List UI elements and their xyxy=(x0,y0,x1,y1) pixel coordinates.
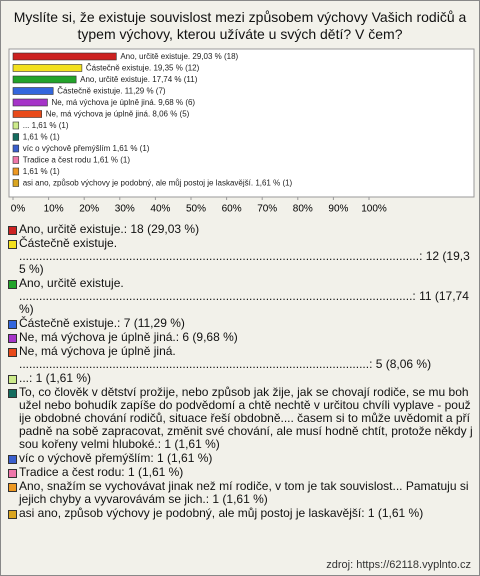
bar xyxy=(12,98,48,107)
bar-category: Tradice a čest rodu xyxy=(23,156,91,165)
bar-category: Částečně existuje. xyxy=(86,64,151,73)
x-tick-label: 30% xyxy=(115,204,135,215)
legend-item: To, co člověk v dětství prožije, nebo zp… xyxy=(7,386,473,451)
x-tick-label: 90% xyxy=(328,204,348,215)
value-label: 1,61 % (1) xyxy=(23,167,60,176)
bar-category: asi ano, způsob výchovy je podobný, ale … xyxy=(23,179,253,188)
legend-item: Ne, má výchova je úplně jiná. ..........… xyxy=(7,345,473,371)
bar-label: Ano, určitě existuje. 29,03 % (18) xyxy=(120,52,238,61)
value-label: 1,61 % (1) xyxy=(93,156,130,165)
bar-label: ... 1,61 % (1) xyxy=(23,121,69,130)
legend-item: víc o výchově přemýšlím: 1 (1,61 %) xyxy=(7,452,473,465)
x-tick-label: 40% xyxy=(150,204,170,215)
value-label: 19,35 % (12) xyxy=(153,64,199,73)
value-label: 11,29 % (7) xyxy=(125,87,166,96)
bar-label: víc o výchově přemýšlím 1,61 % (1) xyxy=(23,144,150,153)
legend-text: Ano, určitě existuje. ..................… xyxy=(19,276,469,316)
bar xyxy=(12,144,20,153)
x-tick-label: 80% xyxy=(293,204,313,215)
x-tick-label: 70% xyxy=(257,204,277,215)
bar-label: Ne, má výchova je úplně jiná. 8,06 % (5) xyxy=(46,110,190,119)
legend-item: Ano, snažím se vychovávat jinak než mí r… xyxy=(7,480,473,506)
bar xyxy=(12,179,20,187)
bar xyxy=(12,167,20,176)
legend-item: Částečně existuje.: 7 (11,29 %) xyxy=(7,317,473,330)
value-label: 1,61 % (1) xyxy=(113,144,150,153)
legend-swatch xyxy=(8,510,17,519)
bar xyxy=(12,87,54,95)
source: zdroj: https://62118.vyplnto.cz xyxy=(326,559,471,571)
legend-text: To, co člověk v dětství prožije, nebo zp… xyxy=(19,385,473,451)
value-label: 1,61 % (1) xyxy=(23,133,60,142)
value-label: 8,06 % (5) xyxy=(152,110,189,119)
legend-swatch xyxy=(8,320,17,329)
legend-text: Částečně existuje.: 7 (11,29 %) xyxy=(19,316,185,330)
legend-item: ...: 1 (1,61 %) xyxy=(7,372,473,385)
chart-title: Myslíte si, že existuje souvislost mezi … xyxy=(13,9,467,42)
bar xyxy=(12,75,77,84)
bar-label: Částečně existuje. 19,35 % (12) xyxy=(86,64,200,73)
legend-text: ...: 1 (1,61 %) xyxy=(19,371,92,385)
legend-text: víc o výchově přemýšlím: 1 (1,61 %) xyxy=(19,451,213,465)
x-tick-label: 0% xyxy=(11,204,26,215)
bar-label: Ano, určitě existuje. 17,74 % (11) xyxy=(80,75,198,84)
legend-item: Ano, určitě existuje. ..................… xyxy=(7,277,473,316)
bar-category: víc o výchově přemýšlím xyxy=(23,144,111,153)
legend-item: Částečně existuje. .....................… xyxy=(7,237,473,276)
legend-text: Ano, snažím se vychovávat jinak než mí r… xyxy=(19,479,469,506)
legend-swatch xyxy=(8,455,17,464)
legend-item: asi ano, způsob výchovy je podobný, ale … xyxy=(7,507,473,520)
bar-category: Ne, má výchova je úplně jiná. xyxy=(46,110,151,119)
bar xyxy=(12,64,83,72)
bar-label: Ne, má výchova je úplně jiná. 9,68 % (6) xyxy=(51,98,195,107)
plot-area xyxy=(8,48,475,198)
bar-label: Částečně existuje. 11,29 % (7) xyxy=(57,87,166,96)
x-tick-label: 20% xyxy=(79,204,99,215)
legend-text: Ne, má výchova je úplně jiná. ..........… xyxy=(19,344,432,371)
legend-swatch xyxy=(8,240,17,249)
legend-text: Ne, má výchova je úplně jiná.: 6 (9,68 %… xyxy=(19,330,238,344)
bar-label: 1,61 % (1) xyxy=(23,167,60,176)
legend-swatch xyxy=(8,483,17,492)
legend-swatch xyxy=(8,469,17,478)
x-tick-label: 10% xyxy=(44,204,64,215)
value-label: 29,03 % (18) xyxy=(192,52,238,61)
bar xyxy=(12,110,42,118)
x-tick-label: 60% xyxy=(222,204,242,215)
legend-swatch xyxy=(8,348,17,357)
value-label: 1,61 % (1) xyxy=(255,179,292,188)
legend: Ano, určitě existuje.: 18 (29,03 %) Částe… xyxy=(7,223,473,521)
legend-swatch xyxy=(8,375,17,384)
x-tick-label: 50% xyxy=(186,204,206,215)
legend-swatch xyxy=(8,389,17,398)
legend-text: Ano, určitě existuje.: 18 (29,03 %) xyxy=(19,222,200,236)
bar xyxy=(12,52,117,61)
bar xyxy=(12,121,20,130)
bar xyxy=(12,156,20,164)
legend-swatch xyxy=(8,334,17,343)
bar-category: Ano, určitě existuje. xyxy=(120,52,190,61)
bar-category: Ne, má výchova je úplně jiná. xyxy=(51,98,156,107)
bar-category: Částečně existuje. xyxy=(57,87,122,96)
bar-category: ... xyxy=(23,121,30,130)
value-label: 1,61 % (1) xyxy=(32,121,69,130)
legend-text: Částečně existuje. .....................… xyxy=(19,236,470,276)
legend-item: Ano, určitě existuje.: 18 (29,03 %) xyxy=(7,223,473,236)
bar-label: 1,61 % (1) xyxy=(23,133,60,142)
legend-item: Tradice a čest rodu: 1 (1,61 %) xyxy=(7,466,473,479)
legend-text: Tradice a čest rodu: 1 (1,61 %) xyxy=(19,465,184,479)
legend-swatch xyxy=(8,226,17,235)
legend-item: Ne, má výchova je úplně jiná.: 6 (9,68 %… xyxy=(7,331,473,344)
x-tick-label: 100% xyxy=(361,204,387,215)
chart: 0% 10% 20% 30% 40% 50% 60% 70% 80% 90% 100% Ano, ur… xyxy=(8,48,475,215)
value-label: 17,74 % (11) xyxy=(152,75,198,84)
bar-category: Ano, určitě existuje. xyxy=(80,75,150,84)
value-label: 9,68 % (6) xyxy=(158,98,195,107)
legend-text: asi ano, způsob výchovy je podobný, ale … xyxy=(19,506,424,520)
bar xyxy=(12,133,20,141)
bar-label: Tradice a čest rodu 1,61 % (1) xyxy=(23,156,131,165)
legend-swatch xyxy=(8,280,17,289)
bar-label: asi ano, způsob výchovy je podobný, ale … xyxy=(23,179,293,188)
